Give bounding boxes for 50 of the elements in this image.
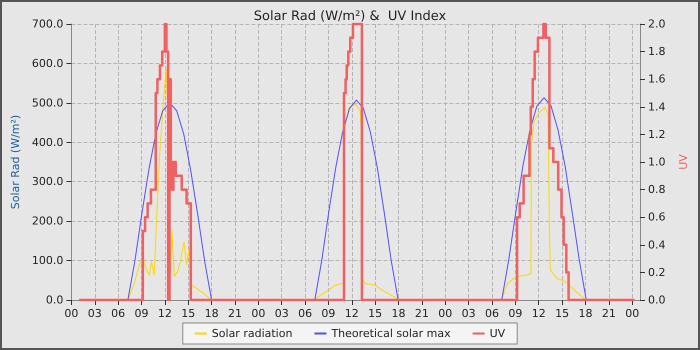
y-tick-label: 300.0 bbox=[32, 175, 64, 188]
y-tick-label: 0.0 bbox=[46, 294, 64, 306]
chart-title: Solar Rad (W/m²) & UV Index bbox=[254, 9, 447, 24]
y2-tick-label: 0.4 bbox=[648, 238, 666, 252]
x-tick-label: 00 bbox=[64, 307, 78, 320]
x-tick-label: 06 bbox=[111, 307, 126, 320]
x-tick-label: 15 bbox=[555, 307, 570, 320]
y-tick-label: 200.0 bbox=[32, 214, 64, 228]
y2-tick-label: 0.2 bbox=[648, 266, 666, 279]
x-tick-label: 00 bbox=[438, 307, 452, 320]
y2-tick-label: 1.8 bbox=[648, 45, 666, 58]
x-tick-label: 18 bbox=[392, 307, 406, 320]
y2-tick-label: 0.0 bbox=[648, 294, 666, 306]
y-tick-label: 600.0 bbox=[32, 56, 64, 70]
x-tick-label: 12 bbox=[344, 307, 359, 320]
x-tick-label: 00 bbox=[625, 307, 640, 320]
x-tick-label: 12 bbox=[158, 307, 172, 320]
legend-label: Theoretical solar max bbox=[330, 327, 452, 340]
x-tick-label: 21 bbox=[602, 307, 616, 320]
x-tick-label: 15 bbox=[181, 307, 196, 320]
y2-tick-label: 0.6 bbox=[648, 210, 666, 224]
y2-tick-label: 1.4 bbox=[648, 100, 666, 114]
x-tick-label: 18 bbox=[578, 307, 592, 320]
x-tick-label: 21 bbox=[228, 307, 242, 320]
x-tick-label: 06 bbox=[298, 307, 312, 320]
x-tick-label: 03 bbox=[88, 307, 102, 320]
y2-tick-label: 0.8 bbox=[648, 183, 666, 196]
y-axis-title: Solar Rad (W/m²) bbox=[9, 114, 22, 210]
y2-axis-title: UV bbox=[677, 154, 690, 170]
x-tick-label: 03 bbox=[274, 307, 289, 320]
x-tick-label: 15 bbox=[368, 307, 382, 320]
y2-tick-label: 1.2 bbox=[648, 128, 666, 141]
x-tick-label: 12 bbox=[532, 307, 546, 320]
y2-tick-label: 2.0 bbox=[648, 18, 666, 30]
y2-tick-label: 1.0 bbox=[648, 156, 666, 168]
x-tick-label: 06 bbox=[485, 307, 500, 320]
x-tick-label: 09 bbox=[134, 307, 148, 320]
x-tick-label: 09 bbox=[321, 307, 336, 320]
x-tick-label: 03 bbox=[462, 307, 476, 320]
legend-label: Solar radiation bbox=[212, 327, 292, 340]
y2-tick-label: 1.6 bbox=[648, 72, 666, 86]
x-tick-label: 09 bbox=[508, 307, 522, 320]
x-tick-label: 21 bbox=[414, 307, 429, 320]
y-tick-label: 700.0 bbox=[32, 18, 64, 30]
y-tick-label: 400.0 bbox=[32, 136, 64, 149]
legend-label: UV bbox=[490, 327, 506, 340]
y-tick-label: 100.0 bbox=[32, 254, 64, 268]
x-tick-label: 00 bbox=[251, 307, 266, 320]
y-tick-label: 500.0 bbox=[32, 96, 64, 110]
x-tick-label: 18 bbox=[204, 307, 219, 320]
